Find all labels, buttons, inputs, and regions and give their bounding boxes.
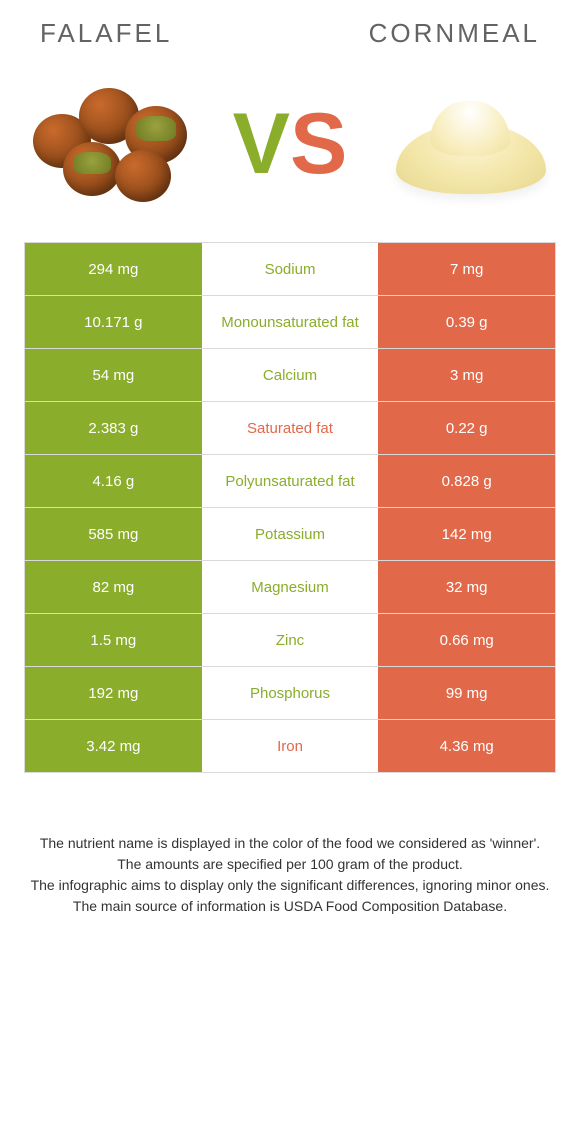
food2-value: 0.66 mg [378,614,555,666]
footer-line: The infographic aims to display only the… [30,875,550,896]
food1-value: 10.171 g [25,296,202,348]
food1-image [24,79,194,209]
nutrient-row: 3.42 mgIron4.36 mg [24,719,556,773]
food1-title: Falafel [40,18,172,49]
nutrient-row: 10.171 gMonounsaturated fat0.39 g [24,295,556,349]
footer-line: The amounts are specified per 100 gram o… [30,854,550,875]
food1-value: 4.16 g [25,455,202,507]
food1-value: 294 mg [25,243,202,295]
food1-value: 192 mg [25,667,202,719]
footer-notes: The nutrient name is displayed in the co… [0,773,580,917]
food1-value: 2.383 g [25,402,202,454]
falafel-icon [29,84,189,204]
cornmeal-icon [386,84,556,204]
food2-value: 0.828 g [378,455,555,507]
food1-value: 1.5 mg [25,614,202,666]
footer-line: The main source of information is USDA F… [30,896,550,917]
nutrient-row: 1.5 mgZinc0.66 mg [24,613,556,667]
nutrient-name: Sodium [202,243,379,295]
nutrient-name: Iron [202,720,379,772]
comparison-table: 294 mgSodium7 mg10.171 gMonounsaturated … [0,223,580,773]
food2-value: 32 mg [378,561,555,613]
nutrient-name: Calcium [202,349,379,401]
food2-value: 0.39 g [378,296,555,348]
nutrient-name: Polyunsaturated fat [202,455,379,507]
vs-s: S [290,101,347,187]
nutrient-name: Magnesium [202,561,379,613]
food1-value: 82 mg [25,561,202,613]
food2-value: 7 mg [378,243,555,295]
nutrient-name: Zinc [202,614,379,666]
nutrient-row: 4.16 gPolyunsaturated fat0.828 g [24,454,556,508]
food2-value: 4.36 mg [378,720,555,772]
nutrient-name: Potassium [202,508,379,560]
nutrient-name: Monounsaturated fat [202,296,379,348]
header-titles: Falafel Cornmeal [0,0,580,49]
food2-title: Cornmeal [369,18,540,49]
vs-row: V S [0,49,580,223]
food1-value: 54 mg [25,349,202,401]
nutrient-row: 2.383 gSaturated fat0.22 g [24,401,556,455]
vs-v: V [233,101,290,187]
food2-value: 99 mg [378,667,555,719]
food2-value: 142 mg [378,508,555,560]
nutrient-row: 294 mgSodium7 mg [24,242,556,296]
food2-value: 0.22 g [378,402,555,454]
nutrient-row: 82 mgMagnesium32 mg [24,560,556,614]
footer-line: The nutrient name is displayed in the co… [30,833,550,854]
food2-image [386,79,556,209]
food2-value: 3 mg [378,349,555,401]
food1-value: 3.42 mg [25,720,202,772]
nutrient-row: 192 mgPhosphorus99 mg [24,666,556,720]
nutrient-row: 54 mgCalcium3 mg [24,348,556,402]
nutrient-name: Saturated fat [202,402,379,454]
nutrient-name: Phosphorus [202,667,379,719]
nutrient-row: 585 mgPotassium142 mg [24,507,556,561]
food1-value: 585 mg [25,508,202,560]
vs-label: V S [233,101,348,187]
